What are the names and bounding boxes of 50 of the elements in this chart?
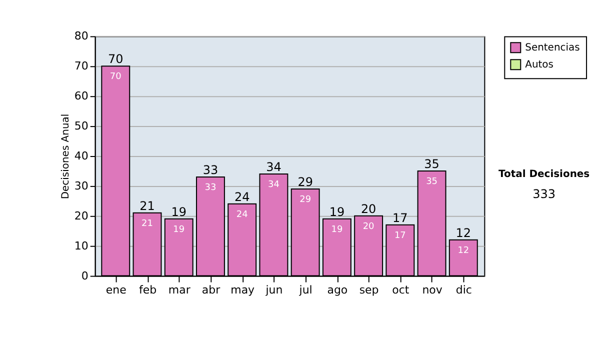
total-label: 70 (108, 52, 124, 66)
y-axis-title: Decisiones Anual (60, 114, 72, 200)
x-tick-label: may (230, 283, 256, 296)
total-label: 34 (266, 160, 282, 174)
x-tick-label: mar (168, 283, 191, 296)
x-tick-label: jul (298, 283, 312, 296)
data-label: 19 (331, 224, 343, 235)
x-tick-label: dic (456, 283, 472, 296)
y-tick-label: 30 (74, 179, 88, 192)
x-tick-label: feb (138, 283, 157, 296)
data-label: 20 (362, 222, 375, 232)
legend-label: Sentencias (525, 42, 580, 54)
total-label: 19 (171, 204, 186, 219)
data-label: 29 (300, 194, 312, 205)
total-label: 12 (456, 226, 472, 240)
data-label: 17 (394, 230, 406, 241)
data-label: 24 (236, 210, 248, 220)
x-tick-label: ene (106, 283, 127, 296)
data-label: 70 (110, 72, 122, 82)
y-tick-label: 20 (74, 209, 88, 222)
x-tick-label: abr (202, 283, 221, 296)
y-tick-label: 80 (74, 30, 88, 43)
text: Total Decisiones (498, 168, 590, 180)
data-label: 12 (458, 246, 470, 256)
x-tick-label: oct (392, 283, 410, 296)
y-tick-label: 0 (81, 269, 88, 282)
x-tick-label: nov (422, 283, 443, 296)
data-label: 33 (204, 182, 216, 193)
total-label: 35 (424, 156, 440, 171)
x-tick-label: sep (359, 283, 379, 296)
x-tick-label: jun (264, 283, 283, 296)
y-tick-label: 10 (74, 239, 88, 252)
total-label: 21 (140, 198, 155, 213)
y-tick-label: 60 (74, 90, 88, 103)
data-label: 21 (142, 218, 153, 229)
total-label: 33 (202, 162, 218, 177)
total-label: 20 (360, 202, 376, 216)
total-label: 17 (392, 210, 408, 225)
total-label: 29 (298, 174, 313, 189)
total-label: 19 (329, 204, 345, 219)
data-label: 19 (173, 224, 185, 235)
x-tick-label: ago (327, 283, 348, 296)
total-label: 24 (234, 190, 250, 204)
y-tick-label: 50 (74, 120, 88, 133)
y-tick-label: 70 (74, 60, 88, 73)
text: 333 (532, 186, 556, 201)
y-tick-label: 40 (74, 149, 88, 162)
data-label: 34 (268, 180, 280, 190)
legend-label: Autos (525, 60, 554, 71)
data-label: 35 (426, 176, 438, 187)
